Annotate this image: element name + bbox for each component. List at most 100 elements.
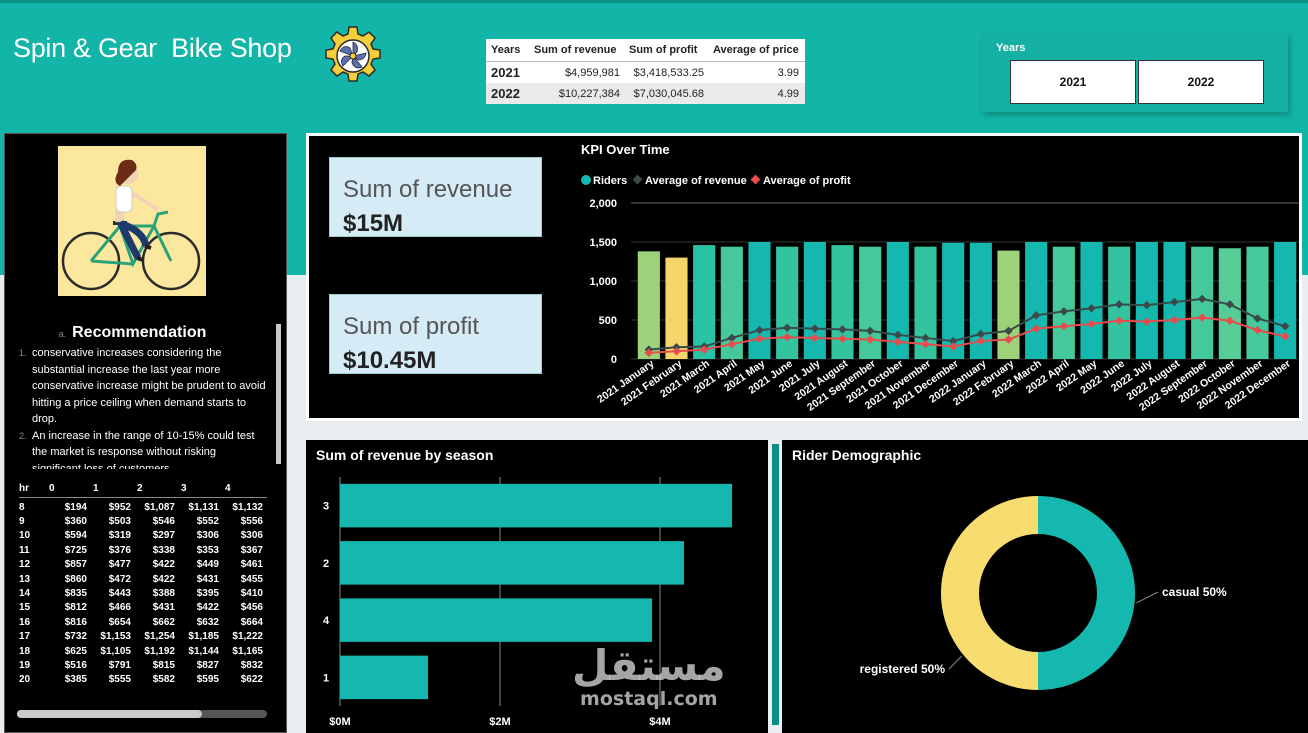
x-tick-label: $2M bbox=[489, 716, 510, 728]
x-tick-label: $0M bbox=[329, 716, 350, 728]
hour-table-scrollbar[interactable] bbox=[17, 710, 267, 718]
y-tick-label: 1 bbox=[323, 672, 329, 684]
revenue-point[interactable] bbox=[1114, 300, 1124, 309]
item-text: An increase in the range of 10-15% could… bbox=[32, 429, 255, 470]
profit-point[interactable] bbox=[1197, 313, 1207, 322]
profit-point[interactable] bbox=[1280, 332, 1290, 341]
riders-bar[interactable] bbox=[1052, 246, 1075, 359]
revenue-cell: $367 bbox=[240, 544, 263, 556]
revenue-cell: $449 bbox=[196, 559, 219, 571]
revenue-point[interactable] bbox=[1197, 294, 1207, 304]
year-table-cell: 3.99 bbox=[777, 66, 799, 79]
profit-point[interactable] bbox=[1142, 317, 1152, 326]
profit-point[interactable] bbox=[948, 342, 958, 351]
profit-point[interactable] bbox=[865, 335, 875, 344]
revenue-point[interactable] bbox=[1225, 300, 1235, 309]
riders-bar[interactable] bbox=[1246, 246, 1269, 359]
profit-point[interactable] bbox=[727, 339, 737, 349]
profit-point[interactable] bbox=[810, 333, 820, 343]
revenue-cell: $664 bbox=[240, 616, 263, 628]
years-slicer: Years 2021 2022 bbox=[982, 34, 1288, 112]
revenue-cell: $625 bbox=[64, 645, 87, 657]
profit-point[interactable] bbox=[921, 339, 930, 349]
legend-marker bbox=[632, 174, 643, 185]
profit-point[interactable] bbox=[644, 348, 654, 358]
profit-point[interactable] bbox=[976, 336, 986, 346]
revenue-cell: $546 bbox=[152, 516, 175, 528]
profit-point[interactable] bbox=[1004, 335, 1013, 344]
legend-label[interactable]: Riders bbox=[593, 175, 627, 187]
slice-label-casual: casual 50% bbox=[1162, 585, 1227, 599]
riders-bar[interactable] bbox=[914, 246, 937, 359]
hour-table-row: 10 $594 $319 $297 $306 $306 bbox=[19, 529, 267, 543]
riders-bar[interactable] bbox=[969, 242, 992, 359]
y-tick-label: 2,000 bbox=[589, 198, 617, 210]
profit-point[interactable] bbox=[1114, 316, 1124, 326]
revenue-point[interactable] bbox=[1280, 321, 1290, 331]
riders-bar[interactable] bbox=[776, 246, 799, 359]
revenue-point[interactable] bbox=[976, 329, 986, 339]
profit-point[interactable] bbox=[755, 334, 764, 343]
season-bar[interactable] bbox=[340, 598, 652, 642]
season-bar[interactable] bbox=[340, 541, 684, 585]
riders-bar[interactable] bbox=[1025, 242, 1048, 359]
revenue-point[interactable] bbox=[727, 333, 737, 343]
revenue-cell: $456 bbox=[240, 602, 263, 614]
recommendation-title: Recommendation bbox=[72, 324, 207, 341]
watermark-arabic: مستقل bbox=[572, 641, 726, 690]
hour-table-header-cell: 3 bbox=[181, 483, 187, 494]
profit-point[interactable] bbox=[699, 345, 709, 354]
year-table-header: Years Sum of revenue Sum of profit Avera… bbox=[486, 39, 805, 62]
year-table-cell: $10,227,384 bbox=[558, 87, 620, 100]
profit-card: Sum of profit $10.45M bbox=[329, 294, 542, 374]
profit-point[interactable] bbox=[893, 337, 903, 347]
rider-demographic-chart: casual 50% registered 50% bbox=[860, 496, 1227, 690]
riders-bar[interactable] bbox=[1274, 242, 1297, 359]
riders-bar[interactable] bbox=[1080, 242, 1103, 359]
profit-point[interactable] bbox=[782, 332, 792, 342]
revenue-point[interactable] bbox=[810, 324, 820, 333]
revenue-cell: $306 bbox=[196, 530, 219, 542]
profit-point[interactable] bbox=[1087, 319, 1096, 329]
riders-bar[interactable] bbox=[803, 242, 826, 359]
donut-slice-registered[interactable] bbox=[941, 496, 1038, 690]
profit-point[interactable] bbox=[1225, 316, 1235, 326]
scrollbar-thumb[interactable] bbox=[17, 710, 202, 718]
legend-label[interactable]: Average of profit bbox=[763, 175, 851, 187]
slicer-option-2022[interactable]: 2022 bbox=[1138, 60, 1264, 104]
season-bar[interactable] bbox=[340, 483, 732, 528]
hour-cell: 9 bbox=[19, 516, 25, 528]
riders-bar[interactable] bbox=[1135, 242, 1158, 359]
revenue-point[interactable] bbox=[782, 323, 792, 333]
revenue-point[interactable] bbox=[893, 330, 903, 340]
riders-bar[interactable] bbox=[942, 242, 965, 359]
revenue-point[interactable] bbox=[1142, 300, 1152, 310]
legend-label[interactable]: Average of revenue bbox=[645, 175, 747, 187]
riders-bar[interactable] bbox=[665, 257, 688, 359]
hour-cell: 18 bbox=[19, 645, 31, 657]
revenue-cell: $297 bbox=[152, 530, 175, 542]
riders-bar[interactable] bbox=[720, 246, 743, 359]
revenue-point[interactable] bbox=[948, 336, 958, 346]
slicer-option-2021[interactable]: 2021 bbox=[1010, 60, 1136, 104]
revenue-cell: $632 bbox=[196, 616, 219, 628]
legend-marker-riders bbox=[581, 175, 591, 185]
revenue-point[interactable] bbox=[865, 326, 875, 336]
recommendation-scrollbar[interactable] bbox=[276, 324, 281, 464]
season-bar[interactable] bbox=[340, 655, 428, 700]
hour-table-row: 18 $625 $1,105 $1,192 $1,144 $1,165 bbox=[19, 644, 267, 658]
donut-slice-casual[interactable] bbox=[1038, 496, 1135, 690]
revenue-cell: $832 bbox=[240, 659, 263, 671]
revenue-cell: $860 bbox=[64, 573, 87, 585]
revenue-point[interactable] bbox=[921, 333, 930, 343]
riders-bar[interactable] bbox=[637, 251, 660, 359]
profit-point[interactable] bbox=[838, 334, 847, 343]
revenue-cell: $455 bbox=[240, 573, 263, 585]
revenue-cell: $552 bbox=[196, 516, 219, 528]
recommendation-item: 1. conservative increases considering the… bbox=[19, 345, 267, 428]
revenue-point[interactable] bbox=[1253, 314, 1262, 323]
riders-bar[interactable] bbox=[693, 245, 716, 359]
revenue-point[interactable] bbox=[1170, 297, 1179, 307]
riders-bar[interactable] bbox=[886, 242, 909, 359]
profit-point[interactable] bbox=[1170, 315, 1179, 325]
